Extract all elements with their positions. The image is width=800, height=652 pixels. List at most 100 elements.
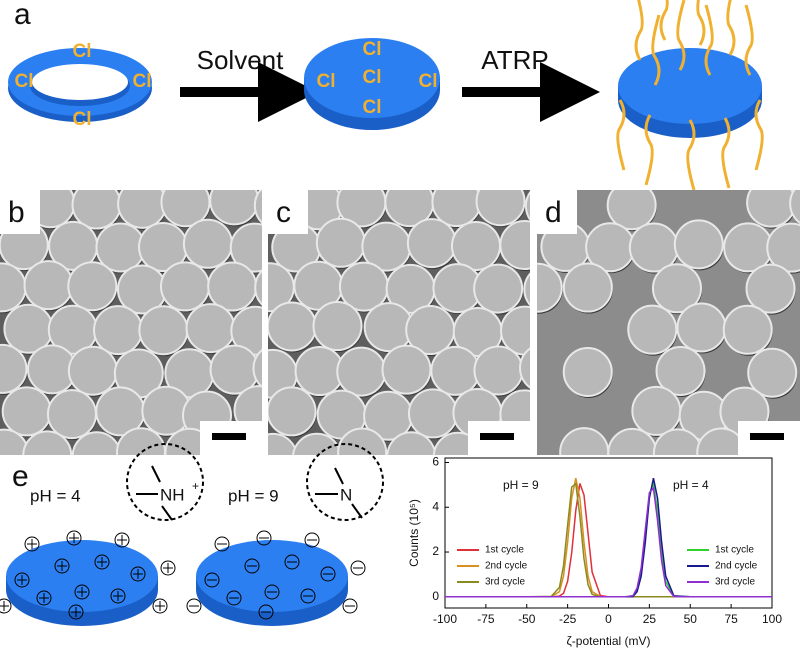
cl-label: Cl <box>363 39 382 60</box>
particle <box>67 261 118 312</box>
panel-label: d <box>545 196 562 229</box>
charge-symbol <box>36 590 52 606</box>
cl-label: Cl <box>363 67 382 88</box>
label-box <box>0 190 40 234</box>
particle <box>606 190 657 231</box>
x-tick-label: 100 <box>762 612 782 626</box>
charge-symbol <box>256 530 272 546</box>
cl-label: Cl <box>73 41 92 62</box>
disk-top <box>196 540 348 612</box>
label-box <box>268 190 308 234</box>
cl-label: Cl <box>15 71 34 92</box>
particle <box>386 431 437 455</box>
particle <box>450 220 501 271</box>
particle <box>475 190 526 227</box>
polymer-brush <box>616 99 626 171</box>
charge-symbol <box>304 532 320 548</box>
particle <box>723 222 774 273</box>
charge-symbol <box>54 558 70 574</box>
x-tick-label: -75 <box>477 612 495 626</box>
polymer-brush <box>744 4 754 76</box>
brushed-disk <box>616 0 764 191</box>
particle <box>117 190 168 229</box>
y-axis-label: Counts (10⁵) <box>407 499 421 567</box>
panel-label: b <box>8 196 25 229</box>
particle <box>746 190 797 228</box>
ph-label: pH = 4 <box>30 486 81 505</box>
particle <box>676 302 727 353</box>
charge-symbol <box>74 584 90 600</box>
y-tick-label: 2 <box>432 544 439 558</box>
polymer-brush <box>726 0 736 56</box>
charge-label: + <box>192 479 199 493</box>
particle <box>252 348 262 389</box>
particle <box>631 385 682 436</box>
polymer-brush <box>704 4 714 76</box>
particle <box>1 386 52 437</box>
particle <box>185 303 236 354</box>
particle <box>22 430 73 455</box>
charge-symbol <box>130 566 146 582</box>
particle <box>138 305 189 356</box>
scale-bar <box>480 433 514 440</box>
particles <box>0 190 262 455</box>
particle <box>627 304 678 355</box>
x-axis-label: ζ-potential (mV) <box>567 634 651 648</box>
y-tick-label: 6 <box>432 455 439 469</box>
particle <box>651 263 702 314</box>
charge-symbol <box>110 588 126 604</box>
particle <box>745 263 796 314</box>
charge-symbol <box>186 598 202 614</box>
line-series <box>445 486 772 598</box>
particle <box>67 345 118 396</box>
particle <box>268 386 317 437</box>
polymer-brush <box>659 0 669 41</box>
cl-label: Cl <box>73 109 92 130</box>
particle <box>268 432 298 455</box>
charge-symbol <box>350 560 366 576</box>
particle <box>71 190 122 230</box>
particle <box>182 218 233 269</box>
charge-symbol <box>264 584 280 600</box>
particle <box>254 269 262 306</box>
polymer-brush <box>686 119 696 191</box>
polymer-brush <box>676 0 686 71</box>
particle <box>473 345 524 396</box>
charge-symbol <box>320 566 336 582</box>
particle <box>159 261 210 312</box>
x-tick-label: -50 <box>518 612 536 626</box>
particle <box>559 427 610 455</box>
charge-symbol <box>284 554 300 570</box>
polymer-brush <box>651 14 661 86</box>
scale-bar <box>750 433 784 440</box>
charge-symbol <box>14 572 30 588</box>
particle <box>562 262 613 313</box>
charge-symbol <box>114 532 130 548</box>
charge-symbol <box>214 536 230 552</box>
charge-symbol <box>342 598 358 614</box>
particle <box>607 427 658 455</box>
polymer-brush <box>754 99 764 171</box>
legend-label: 3rd cycle <box>715 577 755 588</box>
particle <box>499 220 530 271</box>
particle <box>789 190 800 225</box>
particle <box>209 190 260 226</box>
charge-symbol <box>244 558 260 574</box>
x-tick-label: -25 <box>559 612 577 626</box>
particle <box>519 347 530 389</box>
annotation: pH = 4 <box>673 478 709 492</box>
legend-label: 2nd cycle <box>485 561 528 572</box>
particles <box>268 190 530 455</box>
polymer-brush <box>644 114 654 186</box>
legend-label: 2nd cycle <box>715 561 758 572</box>
panel-label: a <box>14 0 31 31</box>
particles <box>537 190 800 455</box>
particle <box>406 218 457 269</box>
particle <box>160 190 211 228</box>
particle <box>253 190 262 225</box>
particle <box>431 190 482 228</box>
ring <box>8 48 152 122</box>
x-tick-label: 0 <box>605 612 612 626</box>
particle <box>229 222 262 273</box>
particle <box>207 261 258 312</box>
